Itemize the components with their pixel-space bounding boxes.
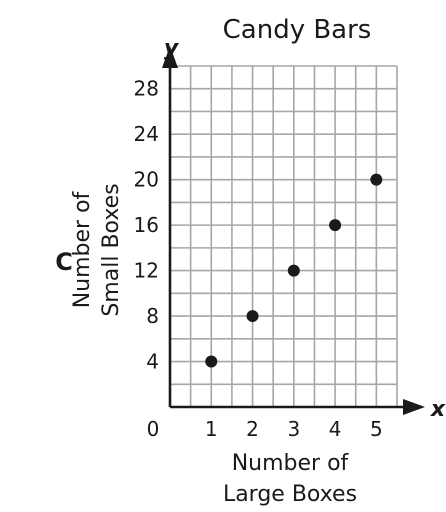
y-axis-letter: y [164,36,180,61]
y-tick-label: 16 [134,213,159,237]
y-tick-label: 4 [146,350,159,374]
data-point [287,264,300,277]
x-axis-label-line-2: Large Boxes [223,482,357,507]
y-axis-label-line-2: Small Boxes [99,183,124,316]
axis-layer [162,46,425,415]
data-point [205,355,218,368]
data-point [329,219,342,232]
y-tick-label: 8 [146,304,159,328]
y-tick-label: 24 [134,122,159,146]
x-tick-label: 4 [329,417,342,441]
x-axis-letter: x [430,397,446,422]
grid-layer [170,65,398,407]
data-point [370,173,383,186]
y-tick-label: 12 [134,259,159,283]
y-axis-label-line-1: Number of [70,190,95,308]
x-axis-label-line-1: Number of [232,451,350,476]
x-tick-label: 1 [205,417,218,441]
y-tick-label: 28 [134,77,159,101]
origin-label: 0 [147,417,160,441]
y-tick-label: 20 [134,168,159,192]
data-point [246,310,259,323]
point-layer [205,173,383,368]
option-label: C [55,248,73,276]
y-axis-arrow [162,46,178,68]
x-tick-label: 2 [246,417,259,441]
chart-title: Candy Bars [223,15,372,45]
x-axis-arrow [403,399,425,415]
x-tick-label: 5 [370,417,383,441]
x-tick-label: 3 [287,417,300,441]
